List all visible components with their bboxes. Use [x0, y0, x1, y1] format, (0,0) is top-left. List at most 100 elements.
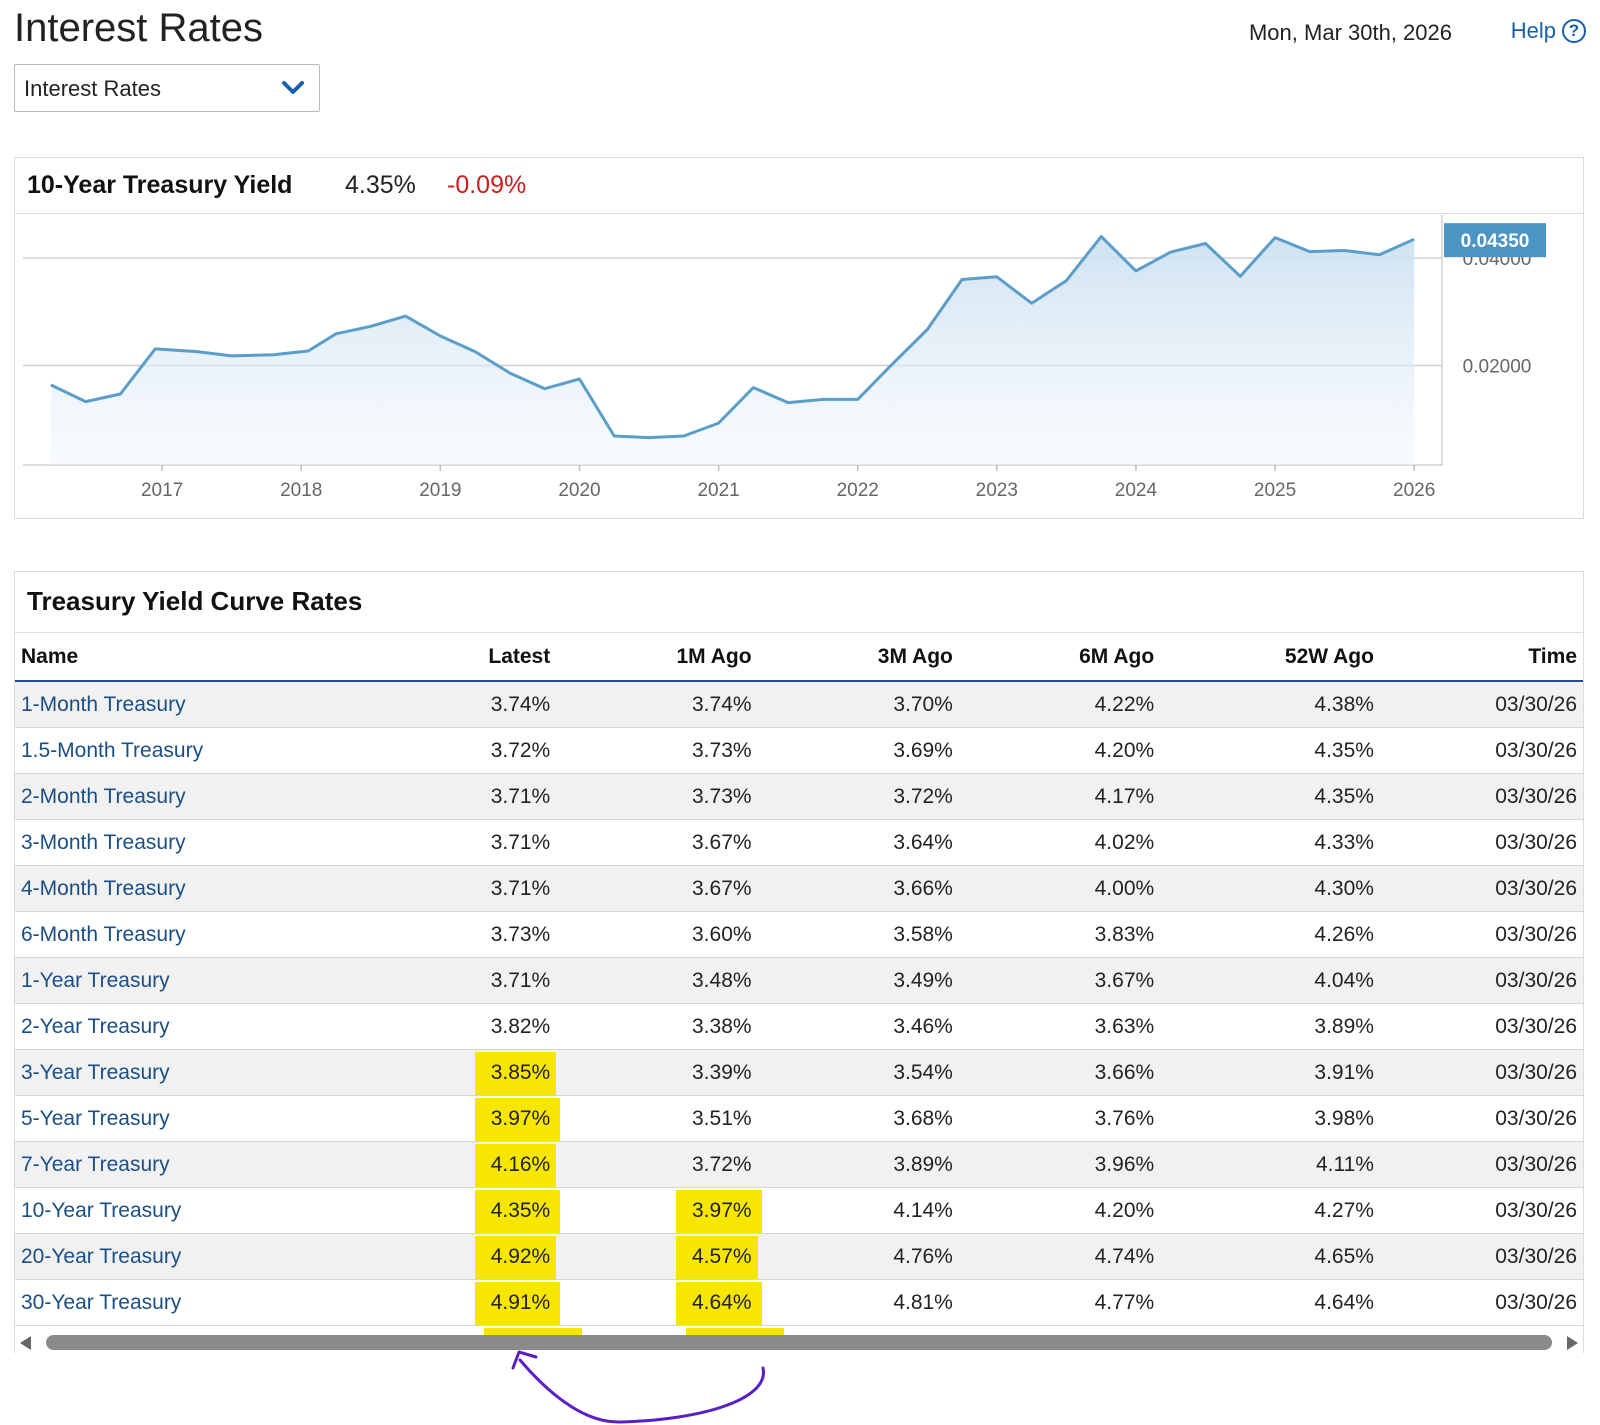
treasury-name-cell[interactable]: 3-Year Treasury — [15, 1049, 431, 1096]
rate-cell: 3.89% — [1160, 1003, 1380, 1050]
table-row: 4-Month Treasury 3.71% 3.67% 3.66% 4.00% 4.30… — [15, 865, 1583, 912]
rate-cell: 3.58% — [757, 911, 959, 958]
rate-cell: 03/30/26 — [1379, 1049, 1583, 1096]
rate-cell: 4.16% — [430, 1141, 560, 1188]
rate-cell: 4.17% — [958, 773, 1161, 820]
treasury-link[interactable]: 1-Month Treasury — [21, 692, 186, 716]
rate-cell: 3.72% — [556, 1141, 758, 1188]
yield-curve-table: Name Latest 1M Ago 3M Ago 6M Ago 52W Ago Time … — [15, 632, 1583, 1326]
treasury-link[interactable]: 3-Year Treasury — [21, 1060, 170, 1084]
table-row: 6-Month Treasury 3.73% 3.60% 3.58% 3.83% 4.26… — [15, 911, 1583, 958]
treasury-name-cell[interactable]: 1.5-Month Treasury — [15, 727, 431, 774]
scroll-thumb[interactable] — [46, 1335, 1552, 1350]
treasury-link[interactable]: 30-Year Treasury — [21, 1290, 182, 1314]
chart-title: 10-Year Treasury Yield — [27, 171, 293, 199]
x-tick-label: 2022 — [837, 480, 879, 501]
rate-cell: 4.92% — [430, 1233, 560, 1280]
rate-cell: 4.35% — [1160, 727, 1380, 774]
series-line — [50, 235, 1415, 440]
treasury-name-cell[interactable]: 7-Year Treasury — [15, 1141, 431, 1188]
treasury-link[interactable]: 20-Year Treasury — [21, 1244, 182, 1268]
page-title: Interest Rates — [14, 6, 264, 50]
rate-cell: 03/30/26 — [1379, 1187, 1583, 1234]
treasury-link[interactable]: 7-Year Treasury — [21, 1152, 170, 1176]
rate-cell: 03/30/26 — [1379, 957, 1583, 1004]
help-link[interactable]: Help ? — [1511, 18, 1586, 44]
rate-cell: 3.74% — [430, 681, 557, 728]
help-icon: ? — [1562, 19, 1586, 43]
treasury-name-cell[interactable]: 2-Year Treasury — [15, 1003, 431, 1050]
treasury-link[interactable]: 1-Year Treasury — [21, 968, 170, 992]
rate-cell: 3.73% — [556, 773, 758, 820]
treasury-link[interactable]: 3-Month Treasury — [21, 830, 186, 854]
rate-cell: 3.69% — [757, 727, 959, 774]
rates-category-select[interactable]: Interest Rates — [14, 64, 320, 112]
rate-cell: 4.57% — [556, 1233, 762, 1280]
treasury-name-cell[interactable]: 2-Month Treasury — [15, 773, 431, 820]
rate-cell: 03/30/26 — [1379, 819, 1583, 866]
treasury-name-cell[interactable]: 1-Year Treasury — [15, 957, 431, 1004]
rate-cell: 3.67% — [556, 865, 758, 912]
treasury-link[interactable]: 2-Month Treasury — [21, 784, 186, 808]
treasury-link[interactable]: 6-Month Treasury — [21, 922, 186, 946]
rate-cell: 3.60% — [556, 911, 758, 958]
treasury-name-cell[interactable]: 4-Month Treasury — [15, 865, 431, 912]
treasury-name-cell[interactable]: 6-Month Treasury — [15, 911, 431, 958]
column-header[interactable]: Name — [15, 632, 431, 682]
treasury-link[interactable]: 2-Year Treasury — [21, 1014, 170, 1038]
treasury-name-cell[interactable]: 20-Year Treasury — [15, 1233, 431, 1280]
highlighted-value: 4.16% — [474, 1143, 560, 1187]
rate-cell: 03/30/26 — [1379, 681, 1583, 728]
column-header[interactable]: 6M Ago — [958, 632, 1161, 682]
highlighted-value: 3.85% — [474, 1051, 560, 1095]
treasury-name-cell[interactable]: 3-Month Treasury — [15, 819, 431, 866]
treasury-name-cell[interactable]: 5-Year Treasury — [15, 1095, 431, 1142]
rate-cell: 3.51% — [556, 1095, 758, 1142]
rate-cell: 4.30% — [1160, 865, 1380, 912]
rate-cell: 3.38% — [556, 1003, 758, 1050]
rate-cell: 4.00% — [958, 865, 1161, 912]
column-header[interactable]: Time — [1379, 632, 1583, 682]
horizontal-scrollbar[interactable] — [14, 1332, 1584, 1354]
treasury-link[interactable]: 5-Year Treasury — [21, 1106, 170, 1130]
rate-cell: 3.70% — [757, 681, 959, 728]
rate-cell: 3.49% — [757, 957, 959, 1004]
rate-cell: 4.64% — [1160, 1279, 1380, 1326]
table-row: 10-Year Treasury 4.35% 3.97% 4.14% 4.20% 4.27… — [15, 1187, 1583, 1234]
x-tick-label: 2018 — [280, 480, 322, 501]
rate-cell: 4.20% — [958, 1187, 1161, 1234]
treasury-link[interactable]: 1.5-Month Treasury — [21, 738, 204, 762]
x-tick-label: 2019 — [419, 480, 461, 501]
rate-cell: 3.48% — [556, 957, 758, 1004]
chevron-down-icon — [282, 81, 304, 94]
rate-cell: 4.65% — [1160, 1233, 1380, 1280]
rate-cell: 4.33% — [1160, 819, 1380, 866]
treasury-link[interactable]: 10-Year Treasury — [21, 1198, 182, 1222]
treasury-link[interactable]: 4-Month Treasury — [21, 876, 186, 900]
scroll-right-icon[interactable] — [1567, 1336, 1578, 1350]
table-row: 30-Year Treasury 4.91% 4.64% 4.81% 4.77% 4.64… — [15, 1279, 1583, 1326]
column-header[interactable]: 1M Ago — [556, 632, 758, 682]
column-header[interactable]: 3M Ago — [757, 632, 959, 682]
rate-cell: 3.85% — [430, 1049, 560, 1096]
rate-cell: 03/30/26 — [1379, 727, 1583, 774]
rate-cell: 4.14% — [757, 1187, 959, 1234]
highlighted-value: 4.57% — [676, 1235, 762, 1279]
current-value-tag — [1444, 223, 1546, 258]
rate-cell: 03/30/26 — [1379, 1141, 1583, 1188]
treasury-name-cell[interactable]: 30-Year Treasury — [15, 1279, 431, 1326]
rate-cell: 3.67% — [958, 957, 1161, 1004]
column-header[interactable]: 52W Ago — [1160, 632, 1380, 682]
highlighted-value: 3.97% — [474, 1097, 560, 1141]
rate-cell: 3.97% — [430, 1095, 560, 1142]
column-header[interactable]: Latest — [430, 632, 557, 682]
treasury-name-cell[interactable]: 10-Year Treasury — [15, 1187, 431, 1234]
rate-cell: 4.35% — [430, 1187, 560, 1234]
scroll-left-icon[interactable] — [20, 1336, 31, 1350]
rate-cell: 4.11% — [1160, 1141, 1380, 1188]
current-value-label: 0.04350 — [1461, 231, 1530, 252]
rate-cell: 4.64% — [556, 1279, 762, 1326]
treasury-name-cell[interactable]: 1-Month Treasury — [15, 681, 431, 728]
annotation-arrow — [511, 1350, 765, 1424]
